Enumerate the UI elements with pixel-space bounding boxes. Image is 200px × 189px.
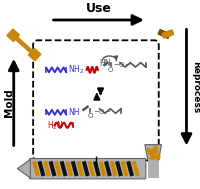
Circle shape: [151, 149, 154, 153]
Bar: [76, 161, 84, 177]
Text: O: O: [87, 113, 93, 119]
Circle shape: [148, 152, 151, 155]
Bar: [131, 161, 139, 177]
Circle shape: [150, 156, 152, 159]
FancyBboxPatch shape: [33, 40, 158, 160]
Text: $-$O$-$: $-$O$-$: [92, 107, 111, 115]
Bar: [54, 161, 62, 177]
Bar: [70, 161, 78, 177]
Circle shape: [155, 155, 158, 158]
Polygon shape: [157, 29, 167, 37]
Polygon shape: [28, 48, 41, 61]
Text: O: O: [107, 67, 113, 73]
Polygon shape: [163, 32, 169, 39]
Text: H$_2$N: H$_2$N: [46, 119, 63, 132]
Text: NH$_2$: NH$_2$: [68, 64, 84, 76]
Bar: [87, 161, 95, 177]
Circle shape: [154, 149, 157, 153]
Bar: [59, 161, 67, 177]
Bar: [126, 161, 133, 177]
Polygon shape: [17, 160, 30, 178]
Text: NH: NH: [68, 108, 79, 117]
Bar: [48, 161, 56, 177]
Circle shape: [156, 156, 159, 160]
Text: Mold: Mold: [4, 88, 14, 117]
Bar: [37, 161, 45, 177]
FancyBboxPatch shape: [29, 159, 145, 179]
Bar: [81, 161, 89, 177]
Text: Reprocess: Reprocess: [190, 61, 199, 114]
Bar: [43, 161, 51, 177]
Bar: [65, 161, 73, 177]
Circle shape: [153, 146, 157, 149]
Circle shape: [146, 148, 149, 151]
Polygon shape: [161, 31, 171, 38]
Bar: [115, 161, 122, 177]
Polygon shape: [14, 36, 34, 54]
Circle shape: [156, 154, 159, 158]
Polygon shape: [7, 29, 19, 42]
Bar: [120, 161, 128, 177]
Bar: [104, 161, 111, 177]
Bar: [92, 161, 100, 177]
Text: HN: HN: [99, 59, 110, 68]
Circle shape: [150, 153, 154, 156]
Text: Use: Use: [85, 2, 111, 15]
Circle shape: [155, 155, 159, 159]
Bar: [32, 161, 40, 177]
Bar: [147, 159, 158, 178]
Circle shape: [151, 156, 154, 159]
Polygon shape: [167, 30, 173, 36]
Bar: [109, 161, 117, 177]
Bar: [98, 161, 106, 177]
Text: $-$O$-$: $-$O$-$: [113, 60, 131, 69]
Polygon shape: [144, 145, 161, 159]
